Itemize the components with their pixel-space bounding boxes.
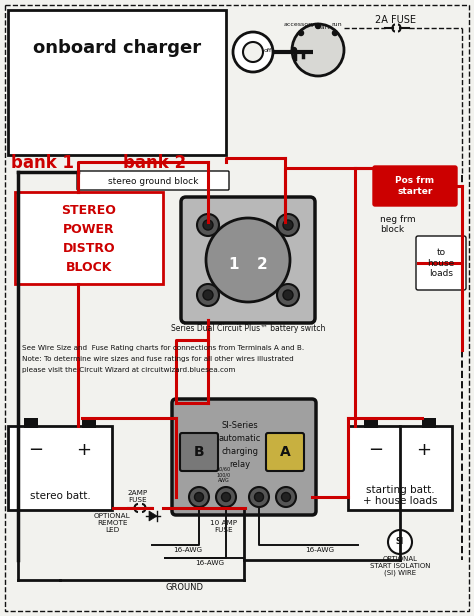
Text: 2AMP
FUSE: 2AMP FUSE: [128, 490, 148, 503]
Circle shape: [283, 220, 293, 230]
Text: bank 1: bank 1: [10, 154, 73, 172]
Bar: [422, 418, 436, 428]
Circle shape: [197, 214, 219, 236]
Text: run: run: [332, 22, 342, 26]
Text: automatic: automatic: [219, 434, 261, 442]
Text: 16-AWG: 16-AWG: [305, 547, 335, 553]
Text: onboard charger: onboard charger: [33, 39, 201, 57]
Text: 2: 2: [256, 256, 267, 272]
Bar: [309, 48, 317, 56]
Text: A: A: [280, 445, 291, 459]
Text: bank 2: bank 2: [123, 154, 187, 172]
Text: 50/60
100/0
AWG: 50/60 100/0 AWG: [217, 467, 231, 484]
Circle shape: [277, 284, 299, 306]
Text: start: start: [316, 25, 330, 30]
Text: relay: relay: [229, 460, 251, 469]
Text: Note: To determine wire sizes and fuse ratings for all other wires illustrated: Note: To determine wire sizes and fuse r…: [22, 356, 294, 362]
Text: 10 AMP
FUSE: 10 AMP FUSE: [210, 520, 237, 533]
Circle shape: [276, 487, 296, 507]
Text: accessory: accessory: [283, 22, 315, 26]
Text: starting batt.: starting batt.: [365, 485, 434, 495]
Text: 16-AWG: 16-AWG: [173, 547, 202, 553]
Text: BLOCK: BLOCK: [66, 261, 112, 274]
Text: +: +: [76, 441, 91, 459]
Text: 2A FUSE: 2A FUSE: [375, 15, 416, 25]
Bar: [82, 418, 96, 428]
Circle shape: [194, 493, 203, 501]
Circle shape: [206, 218, 290, 302]
Circle shape: [233, 32, 273, 72]
Bar: [15, 192, 163, 284]
Text: DISTRO: DISTRO: [63, 241, 115, 254]
Circle shape: [255, 493, 264, 501]
Circle shape: [221, 493, 230, 501]
Text: 1: 1: [229, 256, 239, 272]
FancyBboxPatch shape: [181, 197, 315, 323]
Text: SI: SI: [396, 538, 404, 546]
Text: GROUND: GROUND: [166, 583, 204, 593]
Circle shape: [216, 487, 236, 507]
FancyBboxPatch shape: [373, 166, 457, 206]
Circle shape: [249, 487, 269, 507]
Text: Series Dual Circuit Plus™ battery switch: Series Dual Circuit Plus™ battery switch: [171, 323, 325, 333]
Bar: [348, 426, 452, 510]
Text: please visit the Circuit Wizard at circuitwizard.bluesea.com: please visit the Circuit Wizard at circu…: [22, 367, 236, 373]
Circle shape: [283, 290, 293, 300]
Circle shape: [292, 47, 297, 52]
Circle shape: [388, 530, 412, 554]
Circle shape: [189, 487, 209, 507]
Text: SI-Series: SI-Series: [222, 421, 258, 429]
Text: stereo ground block: stereo ground block: [108, 177, 198, 185]
Text: neg frm
block: neg frm block: [380, 215, 416, 235]
Text: See Wire Size and  Fuse Rating charts for connections from Terminals A and B.: See Wire Size and Fuse Rating charts for…: [22, 345, 304, 351]
Text: OPTIONAL
REMOTE
LED: OPTIONAL REMOTE LED: [94, 513, 130, 533]
Text: OPTIONAL
START ISOLATION
(SI) WIRE: OPTIONAL START ISOLATION (SI) WIRE: [370, 556, 430, 576]
Text: −: −: [28, 441, 44, 459]
Circle shape: [243, 42, 263, 62]
FancyBboxPatch shape: [416, 236, 466, 290]
Bar: [364, 418, 378, 428]
Circle shape: [277, 214, 299, 236]
Text: B: B: [194, 445, 204, 459]
Text: charging: charging: [221, 447, 258, 455]
Text: 16-AWG: 16-AWG: [195, 560, 225, 566]
Circle shape: [282, 493, 291, 501]
Circle shape: [203, 220, 213, 230]
Bar: [24, 418, 38, 428]
Circle shape: [316, 23, 320, 28]
Circle shape: [203, 290, 213, 300]
Text: +: +: [417, 441, 431, 459]
Bar: [8, 10, 226, 155]
Text: stereo batt.: stereo batt.: [30, 491, 91, 501]
Text: to
house
loads: to house loads: [428, 248, 455, 278]
Circle shape: [197, 284, 219, 306]
Text: −: −: [368, 441, 383, 459]
Text: Pos frm
starter: Pos frm starter: [395, 176, 435, 196]
FancyBboxPatch shape: [172, 399, 316, 515]
Text: POWER: POWER: [63, 222, 115, 235]
FancyBboxPatch shape: [266, 433, 304, 471]
Bar: [8, 426, 112, 510]
Text: STEREO: STEREO: [62, 203, 117, 216]
Polygon shape: [149, 511, 157, 521]
Circle shape: [292, 24, 344, 76]
Text: + house loads: + house loads: [363, 496, 437, 506]
Circle shape: [332, 31, 337, 36]
Text: off: off: [264, 47, 272, 52]
Circle shape: [299, 31, 303, 36]
FancyBboxPatch shape: [77, 171, 229, 190]
FancyBboxPatch shape: [180, 433, 218, 471]
